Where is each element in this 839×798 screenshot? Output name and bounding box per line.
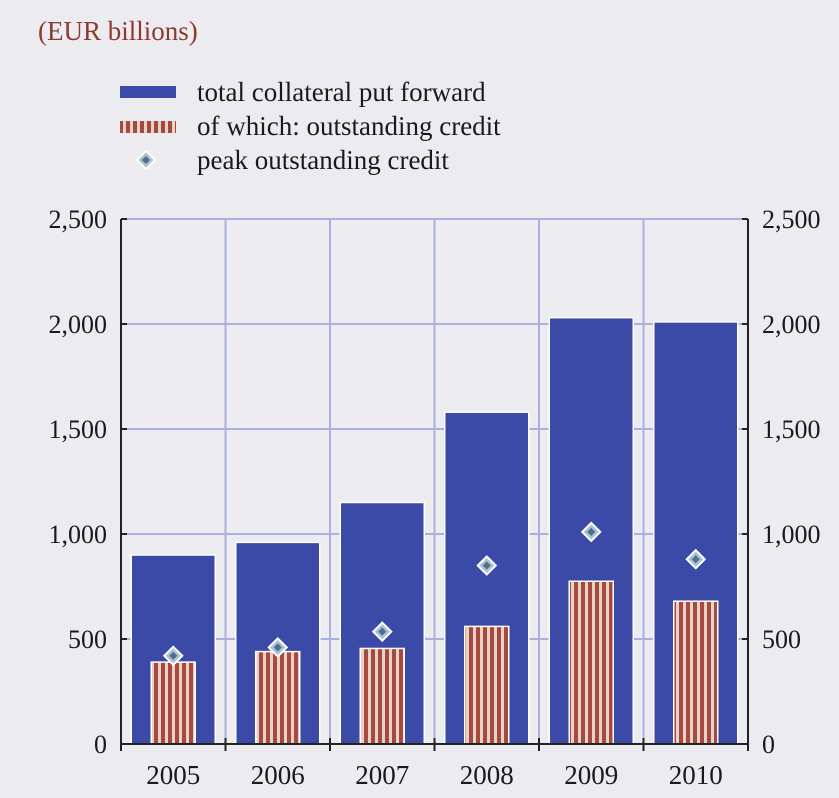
bar-outstanding-credit-2009 — [568, 580, 614, 745]
y-tick-label-left-1,500: 1,500 — [49, 415, 108, 444]
y-tick-label-right-0: 0 — [762, 730, 775, 759]
y-tick-label-right-2,000: 2,000 — [762, 310, 821, 339]
series-peak-outstanding-credit — [162, 521, 707, 667]
bar-outstanding-credit-2006 — [255, 650, 301, 745]
x-tick-label-2005: 2005 — [146, 760, 200, 790]
y-tick-label-right-500: 500 — [762, 625, 801, 654]
legend-label-peak: peak outstanding credit — [197, 145, 449, 175]
x-tick-label-2009: 2009 — [564, 760, 618, 790]
y-tick-label-left-500: 500 — [68, 625, 107, 654]
marker-peak-2007 — [371, 621, 393, 643]
legend-label-outstanding-credit: of which: outstanding credit — [197, 111, 501, 141]
y-axis-left-labels: 0 500 1,000 1,500 2,000 2,500 — [49, 205, 108, 759]
y-tick-label-left-2,500: 2,500 — [49, 205, 108, 234]
marker-peak-2008 — [476, 555, 498, 576]
diamond-center — [273, 643, 282, 652]
x-tick-label-2006: 2006 — [251, 760, 305, 790]
diamond-center — [169, 651, 178, 660]
diamond-center — [482, 561, 491, 570]
x-tick-label-2010: 2010 — [669, 760, 723, 790]
marker-peak-2006 — [267, 636, 289, 658]
axes — [120, 218, 749, 751]
legend-swatch-outstanding-credit — [120, 121, 176, 133]
diamond-center — [378, 627, 387, 636]
y-axis-right-labels: 0 500 1,000 1,500 2,000 2,500 — [762, 205, 821, 759]
diamond-center — [142, 156, 150, 164]
y-tick-label-right-2,500: 2,500 — [762, 205, 821, 234]
bar-outstanding-credit-2010 — [673, 600, 719, 745]
unit-label: (EUR billions) — [38, 16, 198, 46]
bar-outstanding-credit-2007 — [359, 647, 405, 745]
marker-peak-2010 — [685, 548, 707, 570]
marker-peak-2009 — [580, 521, 602, 543]
marker-peak-2005 — [162, 645, 184, 667]
diamond-center — [691, 555, 700, 564]
x-tick-label-2007: 2007 — [355, 760, 409, 790]
legend-label-total: total collateral put forward — [197, 77, 486, 107]
legend-marker-peak — [135, 149, 157, 171]
x-axis-labels: 2005 2006 2007 2008 2009 2010 — [146, 760, 723, 790]
x-tick-label-2008: 2008 — [460, 760, 514, 790]
legend: total collateral put forward of which: o… — [120, 77, 501, 175]
series-outstanding-credit — [150, 580, 719, 745]
diamond-center — [587, 527, 596, 536]
bar-outstanding-credit-2008 — [464, 625, 510, 745]
y-tick-label-left-1,000: 1,000 — [49, 520, 108, 549]
y-tick-label-left-0: 0 — [94, 730, 107, 759]
bar-outstanding-credit-2005 — [150, 661, 196, 745]
legend-marker-diamond — [135, 149, 157, 171]
y-tick-label-right-1,000: 1,000 — [762, 520, 821, 549]
y-tick-label-right-1,500: 1,500 — [762, 415, 821, 444]
gridlines — [121, 218, 748, 744]
legend-swatch-total — [120, 86, 176, 98]
y-tick-label-left-2,000: 2,000 — [49, 310, 108, 339]
